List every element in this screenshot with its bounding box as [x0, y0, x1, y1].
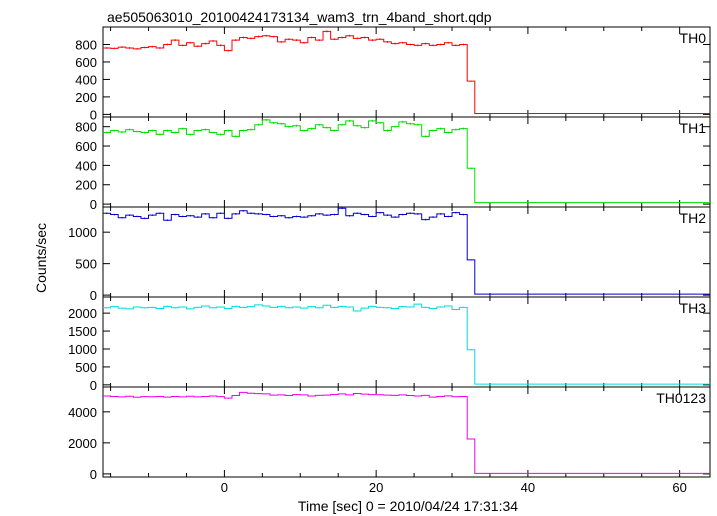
y-tick-label: 600	[75, 55, 97, 70]
panel-th2: 0 500 1000 TH2	[68, 206, 711, 303]
y-axis-title: Counts/sec	[33, 223, 49, 293]
panel-label: TH1	[680, 120, 707, 136]
y-tick-label: 2000	[68, 306, 97, 321]
panel-th0: 0 200 400 600 800 TH0	[75, 26, 711, 122]
y-tick-label: 800	[75, 120, 97, 135]
panel-th0123: 0 2000 4000 TH0123	[68, 386, 711, 482]
series-line	[103, 207, 710, 295]
y-tick-label: 500	[75, 360, 97, 375]
panel-frame	[102, 206, 711, 298]
y-tick-label: 0	[90, 378, 97, 393]
series-line	[103, 119, 710, 204]
panel-label: TH3	[680, 300, 707, 316]
chart-title: ae505063010_20100424173134_wam3_trn_4ban…	[107, 9, 492, 25]
panel-th3: 0 500 1000 1500 2000 TH3	[68, 296, 711, 393]
x-axis-title: Time [sec] 0 = 2010/04/24 17:31:34	[298, 498, 518, 514]
x-tick-label: 60	[672, 480, 686, 495]
panel-frame	[102, 296, 711, 388]
series-line	[103, 30, 710, 114]
y-tick-label: 400	[75, 158, 97, 173]
y-tick-label: 1000	[68, 225, 97, 240]
y-tick-label: 1000	[68, 342, 97, 357]
y-tick-label: 0	[90, 467, 97, 482]
panel-th1: 0 200 400 600 800 TH1	[75, 116, 711, 212]
y-tick-label: 500	[75, 257, 97, 272]
x-tick-label: 0	[221, 480, 228, 495]
y-tick-label: 1500	[68, 324, 97, 339]
panel-label: TH0123	[656, 390, 706, 406]
y-tick-label: 0	[90, 197, 97, 212]
panel-frame	[102, 386, 711, 478]
y-tick-label: 0	[90, 107, 97, 122]
panel-label: TH0	[680, 30, 707, 46]
y-tick-label: 800	[75, 37, 97, 52]
y-tick-label: 2000	[68, 436, 97, 451]
series-line	[103, 303, 710, 385]
panel-frame	[102, 26, 711, 118]
y-tick-label: 200	[75, 178, 97, 193]
x-tick-label: 20	[369, 480, 383, 495]
y-tick-label: 400	[75, 72, 97, 87]
panel-label: TH2	[680, 210, 707, 226]
y-tick-label: 0	[90, 288, 97, 303]
y-tick-label: 600	[75, 139, 97, 154]
series-line	[103, 391, 710, 474]
x-tick-label: 40	[521, 480, 535, 495]
y-tick-label: 4000	[68, 405, 97, 420]
y-tick-label: 200	[75, 90, 97, 105]
